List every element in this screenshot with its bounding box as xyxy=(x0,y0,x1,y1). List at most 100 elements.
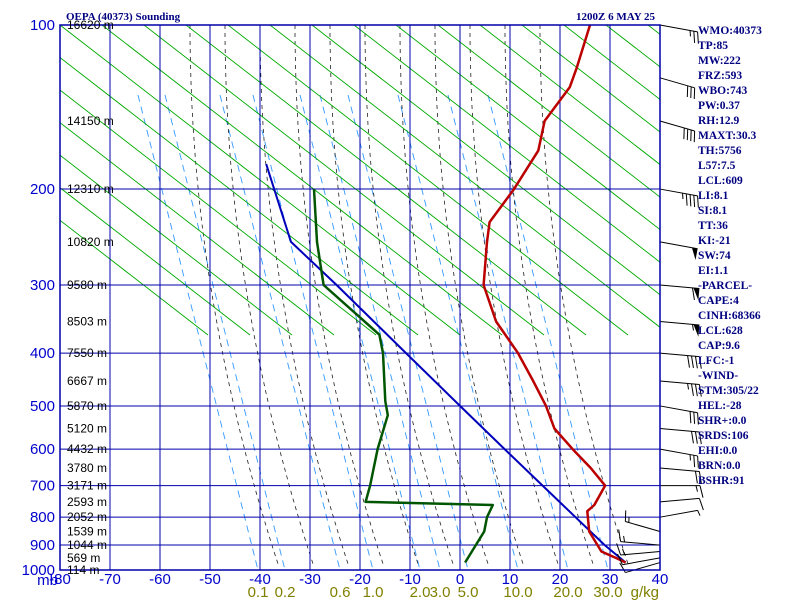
wind-barb-staff xyxy=(659,24,698,33)
mixing-ratio-axis: 0.1 0.2 0.6 1.0 2.0 3.0 5.0 10.0 20.0 30.0 xyxy=(248,584,623,600)
wind-barb xyxy=(659,467,702,484)
wind-barb-staff xyxy=(659,427,700,433)
stability-index-item: BRN:0.0 xyxy=(698,460,741,472)
stability-index-item: SRDS:106 xyxy=(698,430,749,442)
wind-barb xyxy=(618,529,661,546)
height-label: 2593 m xyxy=(67,495,107,509)
dry-adiabat xyxy=(269,25,660,328)
dry-adiabat xyxy=(143,25,545,336)
wind-barb xyxy=(619,562,661,574)
wind-barb-flag xyxy=(692,287,695,301)
mixing-ratio-line xyxy=(319,94,441,570)
dry-adiabat xyxy=(101,25,503,336)
stability-index-item: LFC:-1 xyxy=(698,355,735,367)
stability-index-item: LCL:609 xyxy=(698,175,743,187)
mixing-ratio-label: 1.0 xyxy=(363,584,384,600)
stability-index-item: SW:74 xyxy=(698,250,731,262)
dry-adiabat xyxy=(353,25,660,263)
height-label: 16620 m xyxy=(67,18,114,32)
wind-barb-flag xyxy=(697,31,699,44)
wind-barb xyxy=(659,497,704,511)
stability-index-item: SHR+:0.0 xyxy=(698,415,747,427)
height-label: 4432 m xyxy=(67,442,107,456)
pressure-tick-label: 1000 xyxy=(22,562,55,579)
wind-barb-flag xyxy=(691,355,694,369)
temperature-tick-label: -70 xyxy=(99,571,121,588)
mixing-ratio-label: 0.1 xyxy=(248,584,269,600)
mixing-ratio-line xyxy=(252,94,374,570)
stability-index-item: TH:5756 xyxy=(698,145,742,157)
mixing-ratio-line xyxy=(137,94,259,570)
stability-index-item: WMO:40373 xyxy=(698,25,762,37)
wind-barb-half-flag xyxy=(692,324,694,331)
wind-barb-flag xyxy=(698,431,702,445)
pressure-temperature-grid xyxy=(59,24,661,571)
stability-index-item: MW:222 xyxy=(698,55,741,67)
temperature-tick-label: -80 xyxy=(49,571,71,588)
wind-barb-pennant xyxy=(691,247,698,260)
temperature-trace xyxy=(482,25,627,564)
height-label: 12310 m xyxy=(67,182,114,196)
wind-barb-flag xyxy=(693,455,696,468)
pressure-tick-label: 400 xyxy=(30,345,55,362)
stability-index-item: SI:8.1 xyxy=(698,205,728,217)
height-label: 569 m xyxy=(67,551,100,565)
mixing-ratio-label: 5.0 xyxy=(458,584,479,600)
wind-barb xyxy=(659,24,699,44)
wind-barb-flag xyxy=(691,383,694,396)
temperature-tick-label: -10 xyxy=(399,571,421,588)
temperature-tick-label: -60 xyxy=(149,571,171,588)
wind-barb-column xyxy=(616,24,704,574)
temperature-tick-label: 40 xyxy=(652,571,669,588)
temperature-tick-label: 30 xyxy=(602,571,619,588)
wind-barb xyxy=(659,120,696,143)
wind-barb-flag xyxy=(687,355,690,368)
mixing-ratio-line xyxy=(164,94,286,570)
temperature-tick-label: -50 xyxy=(199,571,221,588)
sounding-title: OEPA (40373) Sounding xyxy=(66,11,181,23)
wind-barb-staff xyxy=(659,352,700,358)
height-label: 8503 m xyxy=(67,315,107,329)
wind-barb-flag xyxy=(694,431,698,444)
height-label: 114 m xyxy=(67,563,99,577)
height-label: 10820 m xyxy=(67,235,114,249)
height-label: 3171 m xyxy=(67,479,107,493)
stability-index-item: CAP:9.6 xyxy=(698,340,740,352)
wind-barb-flag xyxy=(697,412,699,425)
sounding-time: 1200Z 6 MAY 25 xyxy=(576,11,655,23)
temperature-tick-label: -30 xyxy=(299,571,321,588)
wind-barb-half-flag xyxy=(687,383,690,390)
dry-adiabat xyxy=(60,56,419,336)
pressure-tick-label: 900 xyxy=(30,537,55,554)
moist-adiabat xyxy=(294,25,384,566)
moist-adiabat xyxy=(259,25,349,566)
wind-barb-staff xyxy=(625,562,661,574)
wind-barb-staff xyxy=(622,557,661,566)
dry-adiabat xyxy=(185,25,587,336)
height-label: 14150 m xyxy=(67,114,114,128)
wind-barb-pennant xyxy=(693,287,700,301)
wind-barb xyxy=(616,543,661,556)
wind-barb-staff xyxy=(659,284,700,290)
wind-barb-flag xyxy=(697,195,699,208)
stability-index-item: -WIND- xyxy=(698,370,739,382)
moist-adiabat xyxy=(329,25,419,566)
pressure-tick-label: 100 xyxy=(30,17,55,34)
mixing-ratio-line xyxy=(487,94,609,570)
mixing-ratio-label: 0.6 xyxy=(330,584,351,600)
wind-barb-staff xyxy=(659,509,698,518)
wind-barb-staff xyxy=(659,241,698,250)
dry-adiabat xyxy=(60,89,377,336)
moist-adiabats xyxy=(189,25,629,566)
moist-adiabat xyxy=(399,25,489,566)
temperature-tick-label: 10 xyxy=(502,571,519,588)
stability-index-item: -PARCEL- xyxy=(698,280,753,292)
dry-adiabat xyxy=(60,187,251,336)
wind-barb-staff xyxy=(659,120,695,132)
wind-barb-staff xyxy=(659,380,700,385)
wind-barb-staff xyxy=(659,448,698,457)
wind-barb-staff xyxy=(620,551,661,556)
wind-barb-flag xyxy=(698,356,702,369)
wind-barb xyxy=(617,553,661,566)
